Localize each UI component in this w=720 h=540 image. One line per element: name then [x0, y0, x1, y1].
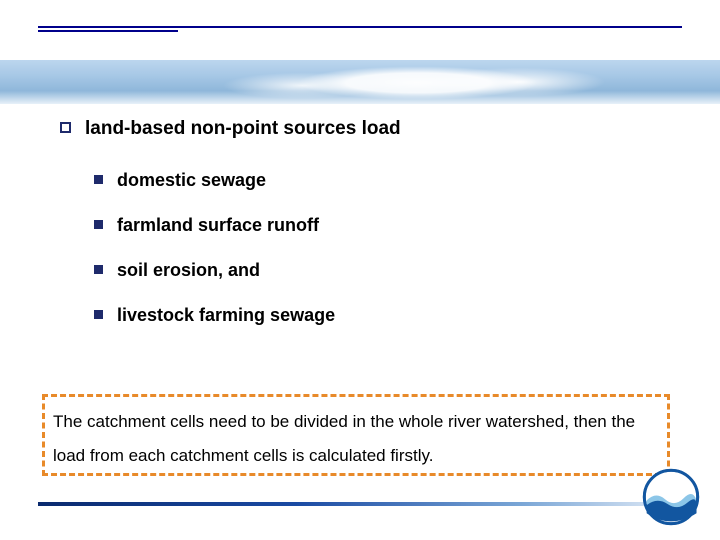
- cloud-banner: [0, 60, 720, 104]
- top-rule: [38, 26, 682, 28]
- heading-text: land-based non-point sources load: [85, 118, 401, 140]
- filled-square-icon: [94, 265, 103, 274]
- content-area: land-based non-point sources load domest…: [60, 118, 670, 350]
- filled-square-icon: [94, 220, 103, 229]
- ocean-wave-circle-logo: [642, 468, 700, 526]
- list-item: domestic sewage: [94, 170, 670, 191]
- top-rule-accent: [38, 30, 178, 32]
- callout-text: The catchment cells need to be divided i…: [53, 405, 659, 473]
- list-item-text: domestic sewage: [117, 170, 266, 191]
- list-item-text: soil erosion, and: [117, 260, 260, 281]
- list-item: livestock farming sewage: [94, 305, 670, 326]
- list-item: farmland surface runoff: [94, 215, 670, 236]
- list-item: soil erosion, and: [94, 260, 670, 281]
- filled-square-icon: [94, 175, 103, 184]
- subitem-list: domestic sewage farmland surface runoff …: [94, 170, 670, 326]
- hollow-square-icon: [60, 122, 71, 133]
- heading-item: land-based non-point sources load: [60, 118, 670, 140]
- list-item-text: livestock farming sewage: [117, 305, 335, 326]
- list-item-text: farmland surface runoff: [117, 215, 319, 236]
- callout-box: The catchment cells need to be divided i…: [42, 394, 670, 476]
- bottom-rule: [38, 502, 682, 506]
- filled-square-icon: [94, 310, 103, 319]
